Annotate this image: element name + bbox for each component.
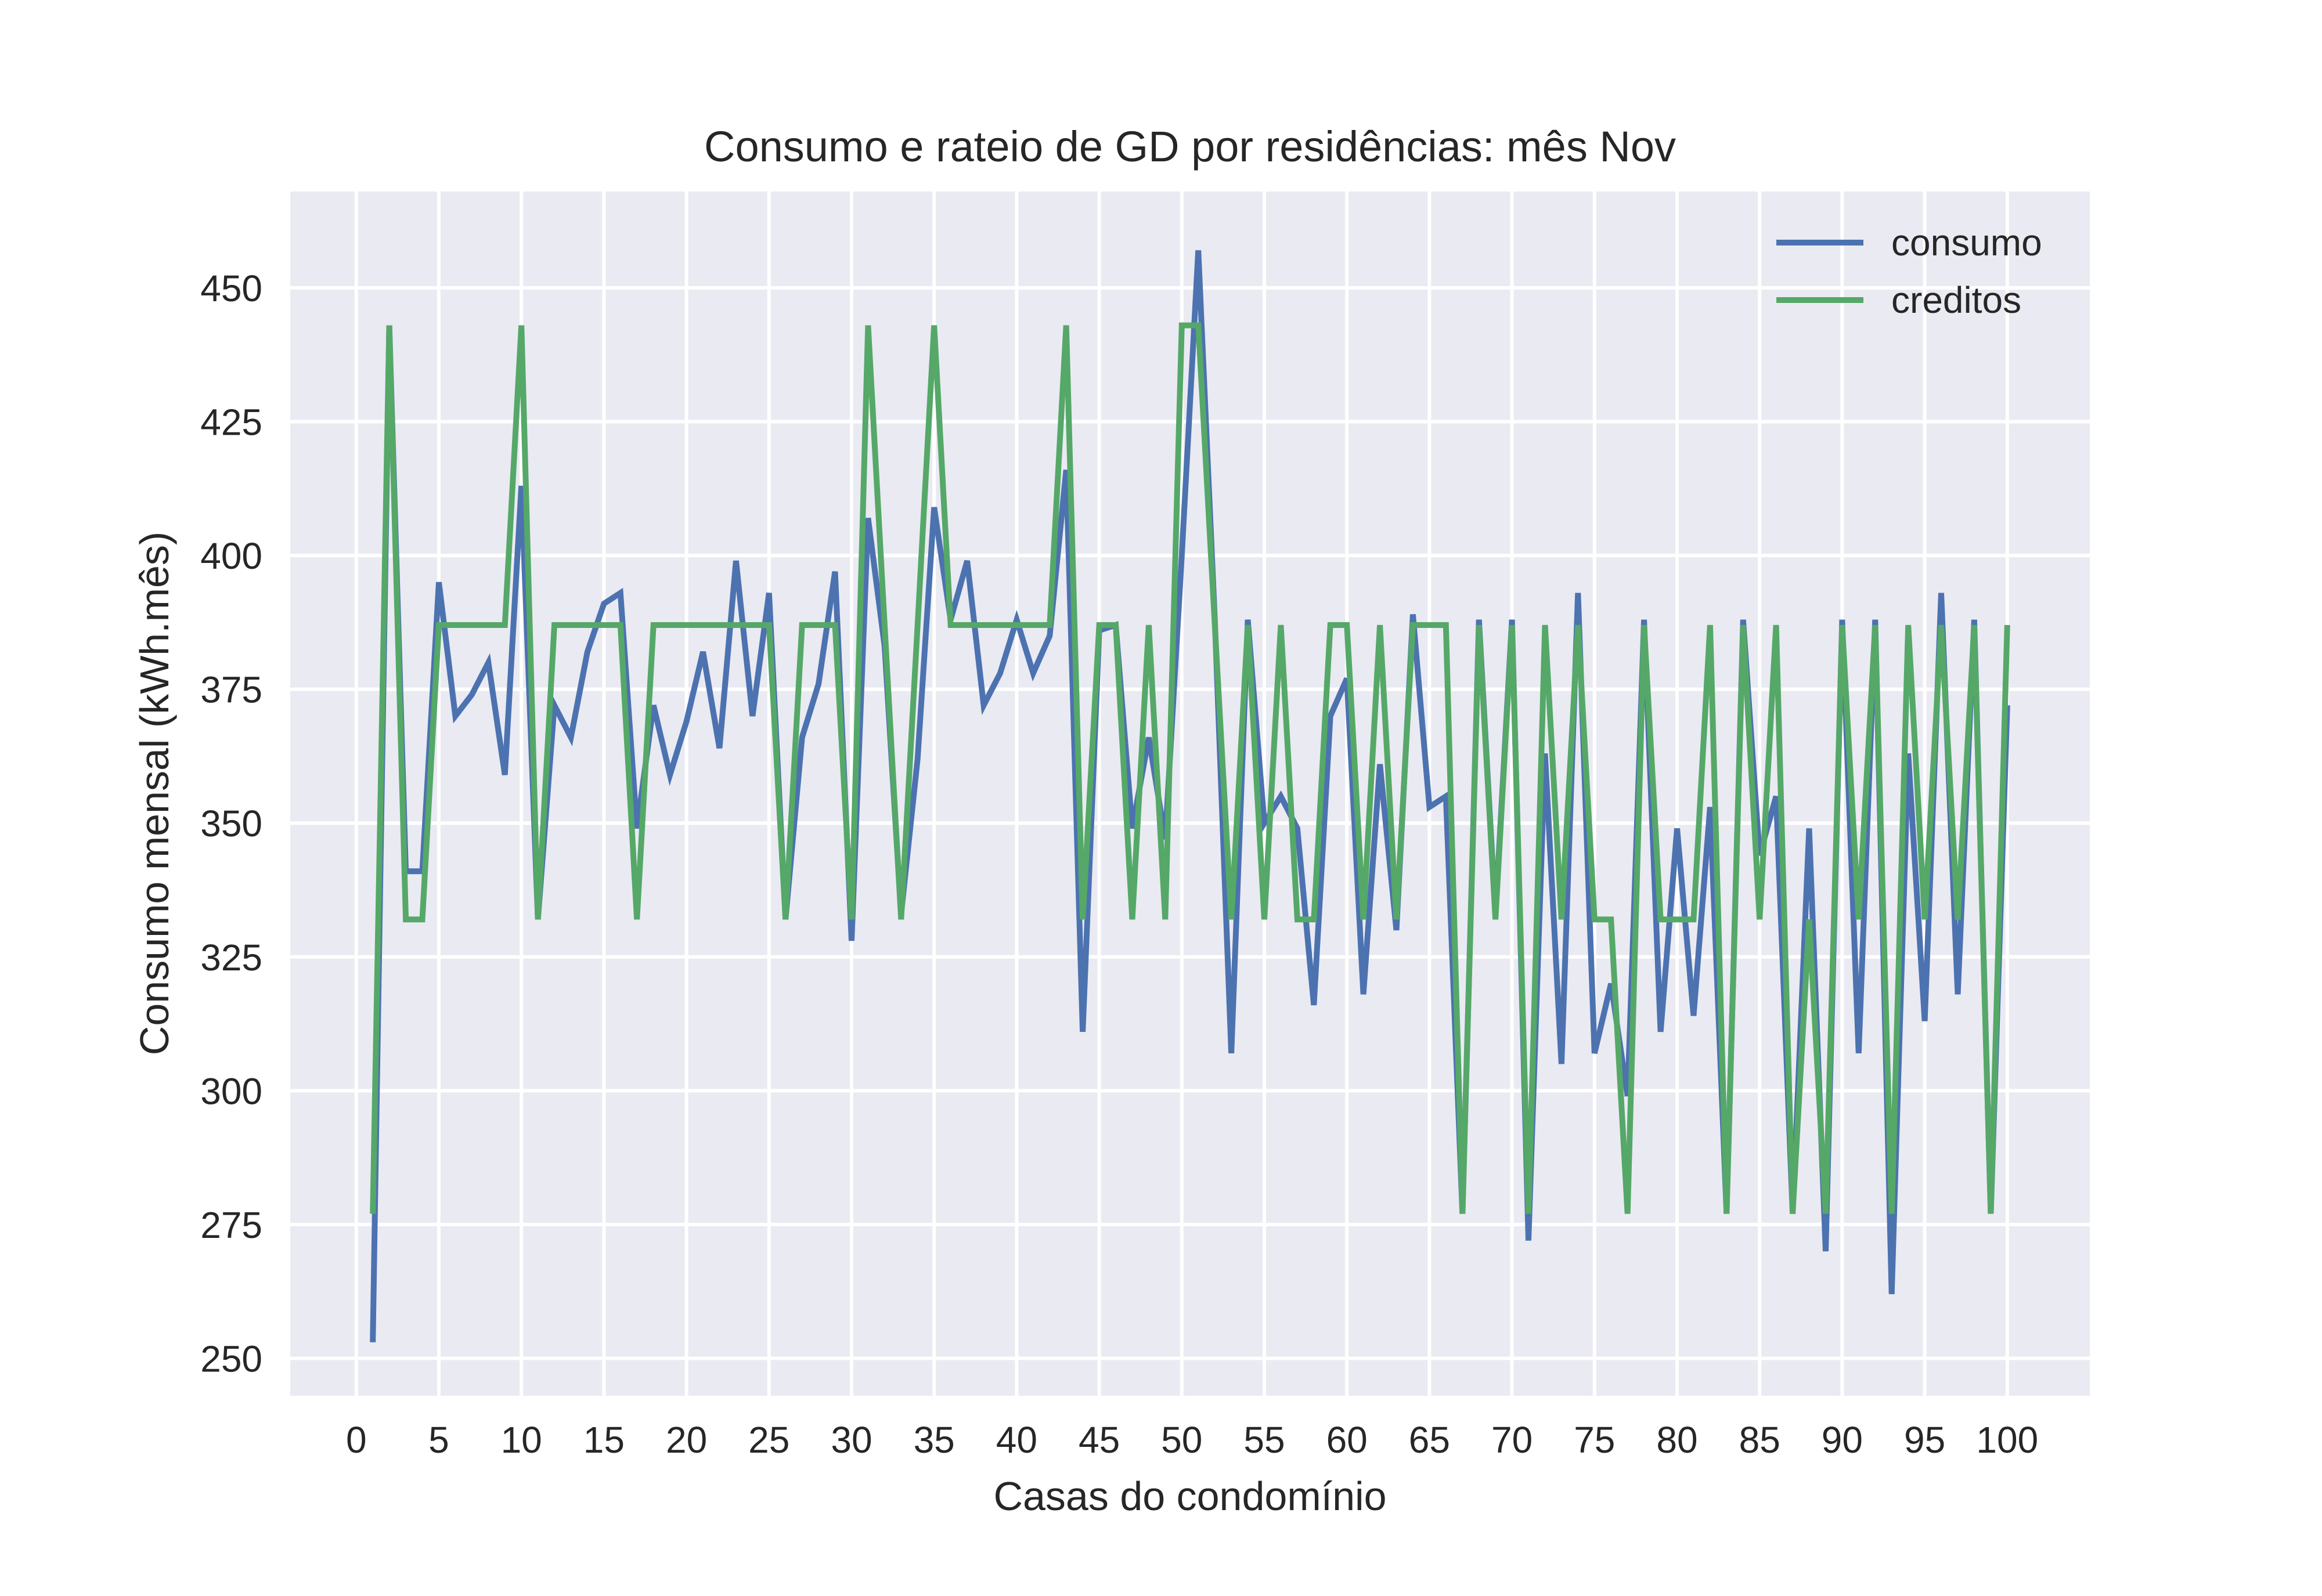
y-tick-label: 275 <box>200 1204 262 1246</box>
x-tick-label: 90 <box>1822 1419 1863 1461</box>
x-tick-label: 60 <box>1326 1419 1368 1461</box>
y-tick-label: 325 <box>200 937 262 978</box>
x-tick-label: 75 <box>1574 1419 1615 1461</box>
x-tick-label: 100 <box>1976 1419 2038 1461</box>
x-tick-label: 65 <box>1409 1419 1450 1461</box>
y-tick-label: 375 <box>200 669 262 711</box>
legend-label-creditos: creditos <box>1891 279 2021 321</box>
legend-label-consumo: consumo <box>1891 222 2042 263</box>
x-tick-label: 50 <box>1161 1419 1202 1461</box>
x-tick-label: 85 <box>1739 1419 1780 1461</box>
x-tick-label: 0 <box>346 1419 367 1461</box>
y-tick-label: 250 <box>200 1338 262 1380</box>
x-tick-label: 70 <box>1491 1419 1533 1461</box>
x-tick-label: 30 <box>831 1419 872 1461</box>
series-line-creditos <box>370 322 2010 1214</box>
x-tick-label: 25 <box>748 1419 789 1461</box>
series-lines <box>370 250 2010 1342</box>
chart-title: Consumo e rateio de GD por residências: … <box>704 122 1676 171</box>
y-axis-label: Consumo mensal (kWh.mês) <box>132 532 177 1055</box>
y-tick-label: 350 <box>200 803 262 844</box>
x-tick-label: 45 <box>1079 1419 1120 1461</box>
x-axis-label: Casas do condomínio <box>993 1474 1386 1519</box>
x-tick-label: 35 <box>914 1419 955 1461</box>
y-tick-labels: 250 275 300 325 350 375 400 425 450 <box>200 268 262 1380</box>
x-tick-label: 55 <box>1243 1419 1285 1461</box>
x-tick-label: 15 <box>583 1419 625 1461</box>
x-tick-label: 80 <box>1656 1419 1697 1461</box>
y-tick-label: 450 <box>200 268 262 309</box>
y-tick-label: 425 <box>200 402 262 443</box>
x-tick-label: 5 <box>428 1419 449 1461</box>
x-tick-label: 40 <box>996 1419 1037 1461</box>
x-tick-label: 20 <box>666 1419 707 1461</box>
y-tick-label: 400 <box>200 535 262 577</box>
y-tick-label: 300 <box>200 1070 262 1112</box>
x-tick-labels: 0 5 10 15 20 25 30 35 40 45 50 55 60 65 70 75 80 85 90 95 10… <box>346 1419 2038 1461</box>
x-tick-label: 10 <box>501 1419 542 1461</box>
legend: consumo creditos <box>1776 222 2042 321</box>
x-tick-label: 95 <box>1904 1419 1945 1461</box>
